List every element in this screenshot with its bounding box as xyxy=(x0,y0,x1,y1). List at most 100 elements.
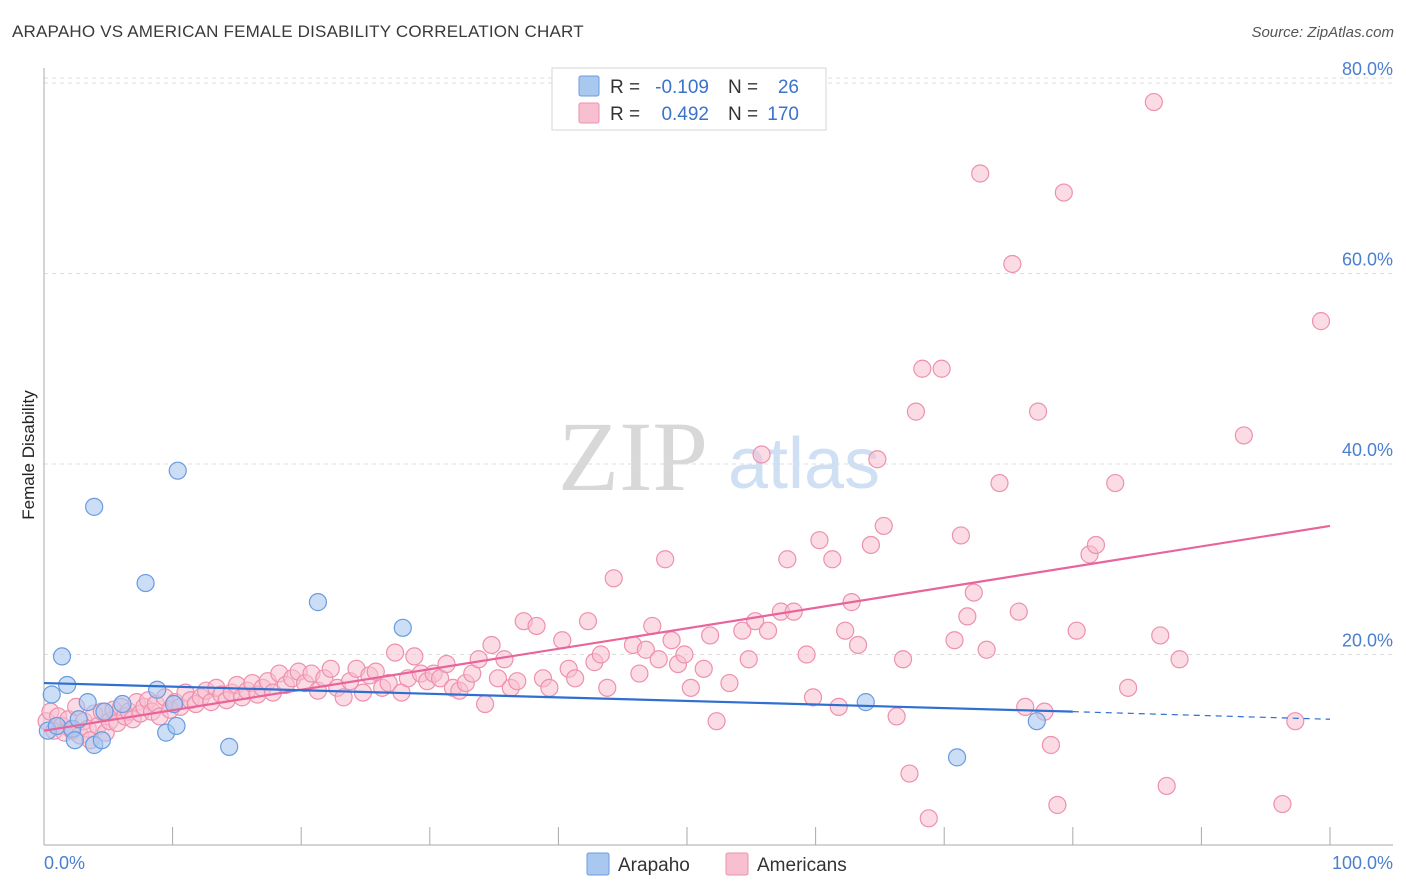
arapaho-point-1 xyxy=(42,685,61,704)
arapaho-point-23 xyxy=(856,693,875,712)
arapaho-point-14 xyxy=(136,573,155,593)
americans-point-107 xyxy=(649,650,668,669)
americans-point-138 xyxy=(900,764,919,783)
americans-point-141 xyxy=(919,809,938,828)
americans-point-111 xyxy=(675,645,694,664)
bottom-legend-swatch-arapaho xyxy=(586,852,610,876)
americans-point-133 xyxy=(861,535,880,555)
americans-point-86 xyxy=(482,635,501,655)
americans-trend-line xyxy=(43,524,1331,732)
americans-point-101 xyxy=(598,678,617,697)
americans-point-150 xyxy=(1003,254,1022,274)
americans-point-164 xyxy=(1151,626,1170,645)
americans-point-125 xyxy=(797,645,816,664)
legend-n-label-arapaho: N = xyxy=(728,77,758,98)
correlation-legend: R = -0.109 N = 26 R = 0.492 N = 170 xyxy=(551,67,827,131)
americans-point-113 xyxy=(694,659,713,678)
americans-point-118 xyxy=(739,650,758,669)
arapaho-point-8 xyxy=(78,693,97,712)
americans-point-102 xyxy=(604,569,623,588)
americans-point-92 xyxy=(527,616,546,636)
americans-point-155 xyxy=(1041,735,1061,755)
americans-point-153 xyxy=(1028,402,1048,421)
chart-source: Source: ZipAtlas.com xyxy=(1251,24,1394,41)
arapaho-point-2 xyxy=(47,716,66,736)
arapaho-point-24 xyxy=(947,748,967,767)
americans-point-108 xyxy=(656,550,675,569)
americans-point-87 xyxy=(488,669,508,688)
americans-point-147 xyxy=(971,164,990,183)
trend-lines xyxy=(43,524,1331,732)
y-axis-title: Female Disability xyxy=(19,390,38,520)
americans-point-97 xyxy=(566,669,585,688)
arapaho-point-11 xyxy=(85,497,104,516)
americans-point-132 xyxy=(848,635,868,655)
americans-point-94 xyxy=(540,678,559,697)
americans-point-146 xyxy=(964,583,983,602)
americans-point-71 xyxy=(385,643,405,662)
americans-point-165 xyxy=(1157,776,1176,796)
arapaho-point-25 xyxy=(1027,712,1046,731)
arapaho-point-13 xyxy=(113,694,132,714)
legend-r-value-arapaho: -0.109 xyxy=(655,77,709,98)
americans-point-166 xyxy=(1170,650,1189,669)
y-tick-label-20: 20.0% xyxy=(1342,631,1393,651)
arapaho-trend-line xyxy=(43,681,1073,713)
arapaho-point-3 xyxy=(52,647,72,666)
americans-point-105 xyxy=(636,640,655,659)
y-tick-label-40: 40.0% xyxy=(1342,440,1393,460)
americans-point-161 xyxy=(1106,473,1125,493)
americans-point-68 xyxy=(366,662,385,681)
grid-lines: 20.0% 40.0% 60.0% 80.0% xyxy=(44,59,1393,655)
americans-point-157 xyxy=(1054,183,1073,202)
americans-point-98 xyxy=(578,612,598,631)
americans-point-160 xyxy=(1086,535,1106,555)
americans-point-134 xyxy=(868,450,887,469)
y-tick-label-60: 60.0% xyxy=(1342,250,1393,270)
americans-point-100 xyxy=(591,645,610,664)
legend-n-value-arapaho: 26 xyxy=(778,77,799,98)
americans-point-117 xyxy=(733,621,752,640)
bottom-legend-swatch-americans xyxy=(725,852,749,876)
legend-r-value-americans: 0.492 xyxy=(661,104,709,125)
americans-point-169 xyxy=(1286,712,1305,731)
americans-point-135 xyxy=(874,516,893,536)
americans-point-145 xyxy=(958,607,977,626)
americans-point-149 xyxy=(990,473,1009,493)
americans-point-90 xyxy=(508,672,527,691)
americans-point-144 xyxy=(951,526,971,545)
americans-point-79 xyxy=(437,654,456,674)
americans-point-170 xyxy=(1311,312,1331,331)
americans-point-61 xyxy=(321,659,340,678)
legend-n-value-americans: 170 xyxy=(767,104,799,125)
americans-point-74 xyxy=(405,647,424,666)
americans-point-156 xyxy=(1048,795,1067,815)
arapaho-point-22 xyxy=(393,618,412,637)
americans-point-104 xyxy=(630,664,649,683)
watermark-zip: ZIP xyxy=(558,401,708,512)
americans-point-85 xyxy=(475,694,495,714)
bottom-legend-label-arapaho: Arapaho xyxy=(618,855,690,876)
arapaho-point-19 xyxy=(168,461,187,480)
y-tick-label-80: 80.0% xyxy=(1342,59,1393,79)
legend-r-label-americans: R = xyxy=(610,104,640,125)
chart-title: ARAPAHO VS AMERICAN FEMALE DISABILITY CO… xyxy=(12,22,584,41)
americans-point-152 xyxy=(1016,697,1035,716)
americans-point-148 xyxy=(977,640,996,659)
legend-r-label-arapaho: R = xyxy=(610,77,640,98)
americans-point-139 xyxy=(906,402,926,421)
americans-point-137 xyxy=(893,650,913,669)
americans-point-127 xyxy=(810,531,829,550)
legend-swatch-americans xyxy=(578,102,600,124)
legend-n-label-americans: N = xyxy=(728,104,758,125)
bottom-legend-label-americans: Americans xyxy=(757,855,847,876)
americans-point-109 xyxy=(662,631,681,650)
americans-point-129 xyxy=(829,697,848,716)
americans-point-126 xyxy=(803,688,823,707)
arapaho-point-10 xyxy=(92,731,111,750)
americans-point-136 xyxy=(887,707,906,726)
americans-point-151 xyxy=(1009,602,1028,621)
americans-point-84 xyxy=(469,650,488,669)
arapaho-point-18 xyxy=(167,716,186,736)
